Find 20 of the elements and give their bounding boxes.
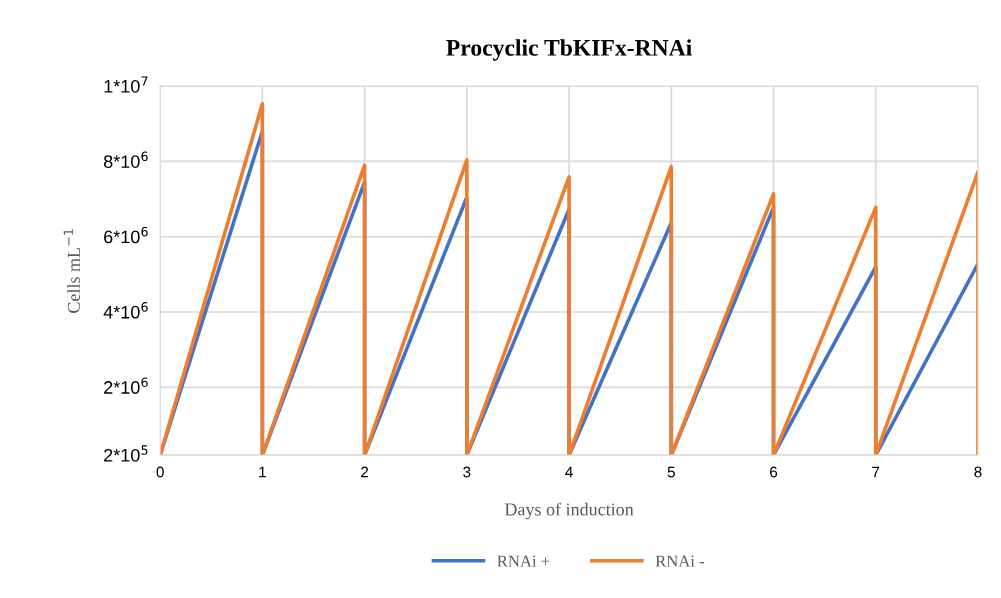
y-tick-label: 2*10$^{6}$ bbox=[104, 377, 148, 394]
x-tick-label: 0 bbox=[156, 466, 164, 478]
x-tick-label: 1 bbox=[259, 466, 266, 478]
y-tick-label: 6*10$^{6}$ bbox=[104, 226, 148, 244]
x-tick-label: 5 bbox=[667, 466, 675, 478]
x-tick-label: 4 bbox=[565, 466, 573, 478]
legend-label: RNAi - bbox=[655, 555, 705, 567]
x-tick-label: 8 bbox=[974, 466, 982, 478]
x-tick-label: 2 bbox=[361, 466, 369, 478]
chart-title: Procyclic TbKIFx-RNAi bbox=[446, 39, 692, 61]
x-tick-label: 3 bbox=[463, 466, 471, 478]
x-tick-label: 6 bbox=[770, 466, 778, 478]
y-axis-title: Cells mL$^{−1}$ bbox=[63, 229, 80, 313]
x-tick-label: 7 bbox=[872, 466, 880, 478]
y-tick-label: 4*10$^{6}$ bbox=[103, 302, 148, 319]
y-tick-label: 1*10$^{7}$ bbox=[104, 76, 148, 93]
y-tick-label: 2*10$^{5}$ bbox=[104, 445, 148, 462]
y-tick-label: 8*10$^{6}$ bbox=[103, 151, 148, 168]
x-axis-title: Days of induction bbox=[504, 502, 634, 520]
legend-label: RNAi + bbox=[497, 555, 550, 567]
